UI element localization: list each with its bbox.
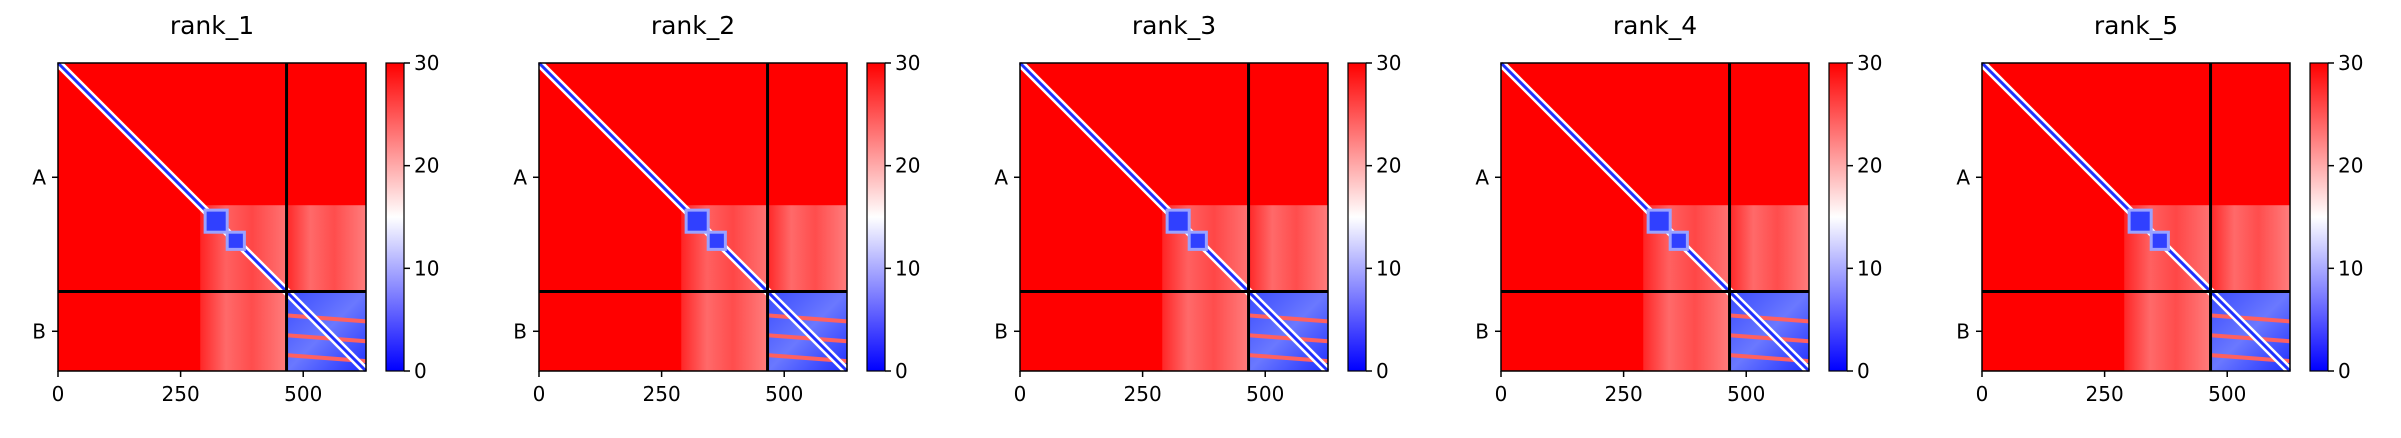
colorbar-tick-label: 20 [414, 154, 439, 178]
colorbar [866, 62, 886, 372]
colorbar-tick-label: 0 [414, 359, 427, 383]
colorbar-tick-label: 10 [1376, 256, 1401, 280]
colorbar [1347, 62, 1367, 372]
heatmap-region [681, 291, 768, 371]
colorbar-tick-label: 30 [1376, 51, 1401, 75]
x-tick-label: 0 [1014, 382, 1027, 406]
panel: rank_3 0 250 500 A B 0 10 20 30 [994, 11, 1401, 406]
x-tick-label: 0 [533, 382, 546, 406]
colorbar-tick-label: 30 [895, 51, 920, 75]
colorbar-tick-label: 30 [2338, 51, 2363, 75]
heatmap-region [286, 313, 367, 324]
x-tick-label: 500 [1727, 382, 1765, 406]
heatmap-region [684, 208, 710, 234]
colorbar-tick-label: 0 [1857, 359, 1870, 383]
panel: rank_1 0 250 500 A B 0 10 20 30 [32, 11, 439, 406]
heatmap-region [1248, 205, 1328, 292]
heatmap-region [1248, 313, 1329, 324]
chart-title: rank_3 [1132, 11, 1216, 40]
x-tick-label: 500 [765, 382, 803, 406]
heatmap-region [203, 208, 229, 234]
y-tick-label: B [1475, 319, 1489, 343]
panel: rank_5 0 250 500 A B 0 10 20 30 [1956, 11, 2363, 406]
colorbar-tick-label: 0 [895, 359, 908, 383]
colorbar-tick-label: 10 [895, 256, 920, 280]
colorbar [385, 62, 405, 372]
heatmap-region [1646, 208, 1672, 234]
chart-title: rank_1 [170, 11, 254, 40]
heatmap-region [2149, 230, 2170, 251]
colorbar-tick-label: 10 [414, 256, 439, 280]
heatmap-region [1165, 208, 1191, 234]
heatmap-region [1729, 313, 1810, 324]
x-tick-label: 250 [162, 382, 200, 406]
heatmap-region [2210, 205, 2290, 292]
heatmap-region [767, 333, 848, 344]
y-tick-label: B [32, 319, 46, 343]
colorbar-tick-label: 10 [2338, 256, 2363, 280]
colorbar-tick-label: 30 [414, 51, 439, 75]
y-tick-label: A [994, 165, 1008, 189]
colorbar [1828, 62, 1848, 372]
chart-title: rank_2 [651, 11, 735, 40]
plot-frame [1019, 62, 1329, 372]
y-tick-label: A [513, 165, 527, 189]
y-tick-label: A [1956, 165, 1970, 189]
x-tick-label: 250 [643, 382, 681, 406]
colorbar-tick-label: 20 [1857, 154, 1882, 178]
y-tick-label: B [994, 319, 1008, 343]
y-tick-label: B [1956, 319, 1970, 343]
colorbar-tick-label: 10 [1857, 256, 1882, 280]
colorbar-tick-label: 20 [2338, 154, 2363, 178]
plot-frame [1500, 62, 1810, 372]
heatmap-region [1162, 291, 1249, 371]
heatmap-region [286, 205, 366, 292]
heatmap-region [1668, 230, 1689, 251]
heatmap-region [767, 313, 848, 324]
heatmap-region [200, 291, 287, 371]
plot-frame [57, 62, 367, 372]
x-tick-label: 500 [1246, 382, 1284, 406]
x-tick-label: 0 [1976, 382, 1989, 406]
y-tick-label: A [32, 165, 46, 189]
heatmap-region [706, 230, 727, 251]
plot-frame [538, 62, 848, 372]
colorbar-tick-label: 30 [1857, 51, 1882, 75]
x-tick-label: 500 [284, 382, 322, 406]
x-tick-label: 0 [1495, 382, 1508, 406]
colorbar-tick-label: 0 [2338, 359, 2351, 383]
heatmap-region [2127, 208, 2153, 234]
heatmap-region [2210, 333, 2291, 344]
colorbar-tick-label: 20 [1376, 154, 1401, 178]
heatmap-region [1187, 230, 1208, 251]
panel: rank_4 0 250 500 A B 0 10 20 30 [1475, 11, 1882, 406]
plot-frame [1981, 62, 2291, 372]
chart-title: rank_4 [1613, 11, 1697, 40]
heatmap-region [1248, 333, 1329, 344]
x-tick-label: 250 [2086, 382, 2124, 406]
heatmap-region [1729, 205, 1809, 292]
heatmap-region [286, 333, 367, 344]
y-tick-label: A [1475, 165, 1489, 189]
heatmap-region [1729, 333, 1810, 344]
x-tick-label: 250 [1605, 382, 1643, 406]
heatmap-region [2124, 291, 2211, 371]
heatmap-region [1643, 291, 1730, 371]
heatmap-region [767, 205, 847, 292]
colorbar-tick-label: 0 [1376, 359, 1389, 383]
colorbar-tick-label: 20 [895, 154, 920, 178]
heatmap-region [225, 230, 246, 251]
y-tick-label: B [513, 319, 527, 343]
heatmap-region [2210, 313, 2291, 324]
x-tick-label: 250 [1124, 382, 1162, 406]
x-tick-label: 500 [2208, 382, 2246, 406]
colorbar [2309, 62, 2329, 372]
panel: rank_2 0 250 500 A B 0 10 20 30 [513, 11, 920, 406]
x-tick-label: 0 [52, 382, 65, 406]
chart-title: rank_5 [2094, 11, 2178, 40]
